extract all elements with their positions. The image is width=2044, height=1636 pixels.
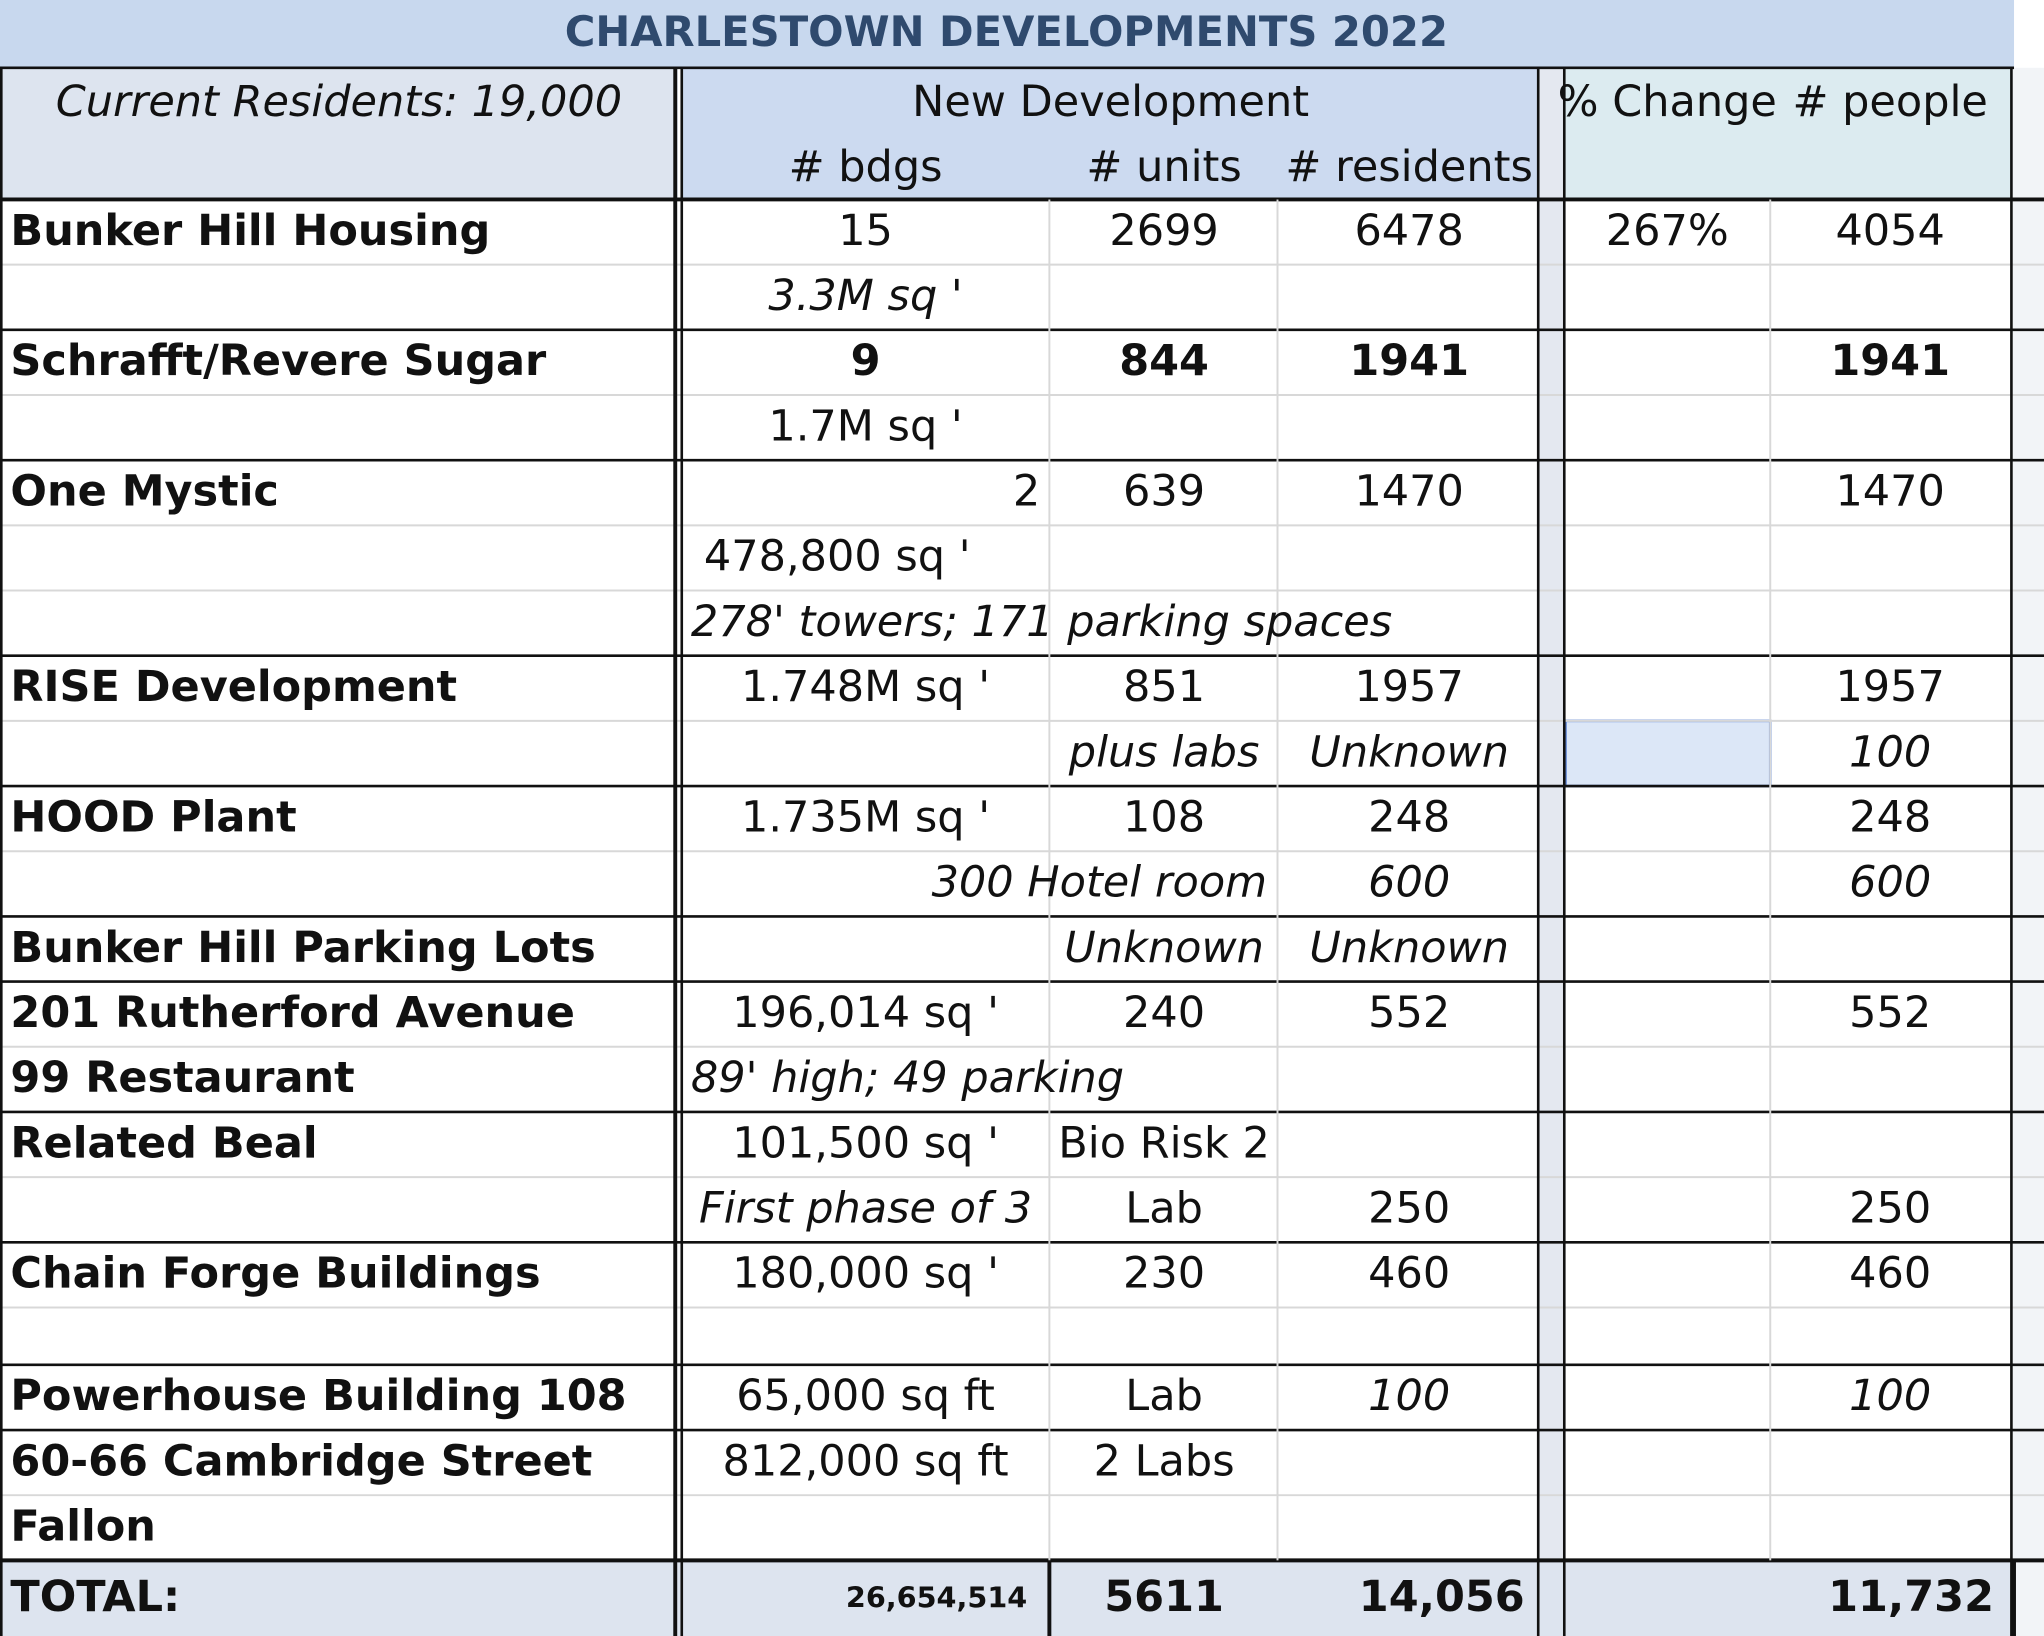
cell: 2	[1013, 467, 1040, 517]
row-label: 99 Restaurant	[10, 1053, 354, 1103]
cell: 15	[838, 206, 893, 256]
header-cell: # bdgs	[789, 142, 943, 192]
cell: 248	[1368, 792, 1450, 842]
cell: 2699	[1109, 206, 1218, 256]
cell: Bio Risk 2	[1058, 1118, 1270, 1168]
row-label: Related Beal	[10, 1118, 317, 1168]
cell: 478,800 sq '	[704, 532, 971, 582]
cell: 2 Labs	[1094, 1436, 1235, 1486]
cell: 460	[1849, 1249, 1931, 1299]
cell: 4054	[1835, 206, 1944, 256]
cell: 196,014 sq '	[732, 988, 999, 1038]
cell: 240	[1123, 988, 1205, 1038]
row-label: RISE Development	[10, 662, 457, 712]
header-cell: Current Residents: 19,000	[56, 77, 622, 127]
row-label: One Mystic	[10, 467, 279, 517]
cell: 65,000 sq ft	[736, 1371, 995, 1421]
cell: 108	[1123, 792, 1205, 842]
cell: 3.3M sq '	[768, 271, 962, 321]
row-label: TOTAL:	[10, 1572, 180, 1622]
header-bg	[680, 67, 1539, 200]
cell: 1957	[1354, 662, 1463, 712]
cell: Lab	[1125, 1184, 1203, 1234]
row-label: Schrafft/Revere Sugar	[10, 336, 547, 386]
cell: 250	[1368, 1184, 1450, 1234]
cell: 639	[1123, 467, 1205, 517]
cell: 180,000 sq '	[732, 1249, 999, 1299]
row-label: Chain Forge Buildings	[10, 1249, 540, 1299]
cell: Lab	[1125, 1371, 1203, 1421]
cell: 250	[1849, 1184, 1931, 1234]
cells: Bunker Hill Housing 15 2699 6478 267% 4054 3.3…	[10, 206, 1994, 1622]
cell: First phase of 3	[699, 1184, 1032, 1234]
header-bg	[1564, 67, 2012, 200]
sheet-title: CHARLESTOWN DEVELOPMENTS 2022	[565, 7, 1448, 56]
row-label: 60-66 Cambridge Street	[10, 1436, 592, 1486]
header-cell: % Change	[1558, 77, 1777, 127]
cell: 812,000 sq ft	[723, 1436, 1009, 1486]
cell: 5611	[1104, 1572, 1224, 1622]
cell: plus labs	[1068, 727, 1260, 777]
cell: 278' towers; 171 parking spaces	[691, 597, 1392, 647]
row-label: Fallon	[10, 1502, 156, 1552]
header-cell: # units	[1086, 142, 1241, 192]
cell: 1957	[1835, 662, 1944, 712]
grid	[0, 66, 2044, 1636]
cell: Unknown	[1064, 923, 1264, 973]
row-label: Powerhouse Building 108	[10, 1371, 626, 1421]
cell: 6478	[1354, 206, 1463, 256]
cell: 552	[1368, 988, 1450, 1038]
cell: 100	[1368, 1371, 1450, 1421]
cell: 300 Hotel room	[932, 858, 1268, 908]
row-label: HOOD Plant	[10, 792, 296, 842]
cell: 600	[1849, 858, 1931, 908]
row-label: Bunker Hill Housing	[10, 206, 490, 256]
selected-cell[interactable]	[1564, 719, 1772, 788]
cell: 844	[1119, 336, 1209, 386]
total-bg	[0, 1560, 2015, 1636]
cell: 600	[1368, 858, 1450, 908]
cell: 552	[1849, 988, 1931, 1038]
cell: 248	[1849, 792, 1931, 842]
cell: 1.7M sq '	[768, 401, 962, 451]
header-cell: # people	[1792, 77, 1987, 127]
row-label: 201 Rutherford Avenue	[10, 988, 575, 1038]
row-label: Bunker Hill Parking Lots	[10, 923, 595, 973]
cell: 26,654,514	[846, 1580, 1027, 1614]
cell: 89' high; 49 parking	[691, 1053, 1124, 1103]
cell: 851	[1123, 662, 1205, 712]
cell: Unknown	[1309, 727, 1509, 777]
cell: Unknown	[1309, 923, 1509, 973]
cell: 230	[1123, 1249, 1205, 1299]
cell: 1941	[1349, 336, 1469, 386]
cell: 11,732	[1828, 1572, 1994, 1622]
cell: 1470	[1835, 467, 1944, 517]
title-bg	[0, 0, 2015, 68]
cell: 267%	[1606, 206, 1729, 256]
cell: 14,056	[1359, 1572, 1525, 1622]
cell: 1.748M sq '	[741, 662, 990, 712]
cell: 1941	[1830, 336, 1950, 386]
cell: 9	[851, 336, 881, 386]
header-cell: # residents	[1285, 142, 1533, 192]
cell: 100	[1849, 1371, 1931, 1421]
header-cell: New Development	[912, 77, 1309, 127]
cell: 101,500 sq '	[732, 1118, 999, 1168]
cell: 460	[1368, 1249, 1450, 1299]
header-bg	[0, 67, 678, 200]
cell: 1.735M sq '	[741, 792, 990, 842]
cell: 100	[1849, 727, 1931, 777]
cell: 1470	[1354, 467, 1463, 517]
